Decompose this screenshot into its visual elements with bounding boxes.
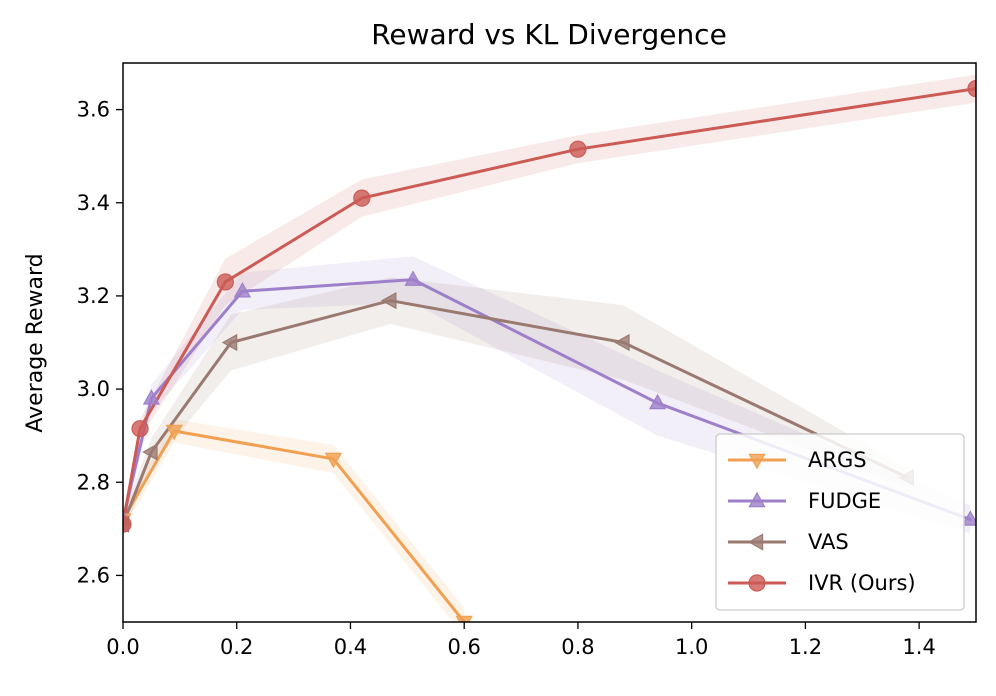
point-fudge bbox=[648, 393, 667, 410]
point-ivr-ours bbox=[967, 80, 976, 98]
x-tick-label: 0.8 bbox=[561, 635, 594, 659]
legend-box bbox=[715, 433, 965, 611]
band-vas bbox=[123, 277, 908, 534]
point-ivr-ours bbox=[123, 515, 132, 533]
point-vas bbox=[381, 291, 397, 310]
x-tick-label: 1.4 bbox=[902, 635, 935, 659]
point-ivr-ours bbox=[216, 273, 234, 291]
legend-label-vas: VAS bbox=[808, 530, 849, 554]
point-fudge bbox=[404, 270, 422, 286]
y-tick-label: 2.6 bbox=[77, 563, 110, 587]
legend-label-args: ARGS bbox=[808, 448, 867, 472]
legend-label-ivr-ours: IVR (Ours) bbox=[808, 571, 916, 595]
point-vas bbox=[221, 333, 238, 352]
point-ivr-ours bbox=[131, 420, 149, 438]
band-args bbox=[123, 419, 465, 622]
y-tick-label: 3.2 bbox=[77, 284, 110, 308]
chart-title: Reward vs KL Divergence bbox=[371, 18, 727, 51]
legend: ARGS FUDGE VAS IVR (Ours) bbox=[715, 433, 965, 611]
legend-marker-ivr-ours bbox=[748, 574, 766, 592]
point-fudge bbox=[233, 282, 252, 298]
point-ivr-ours bbox=[569, 140, 587, 158]
y-tick-label: 3.6 bbox=[77, 98, 110, 122]
x-tick-label: 0.4 bbox=[334, 635, 367, 659]
line-args bbox=[123, 429, 466, 622]
point-vas bbox=[142, 443, 158, 461]
band-ivr-ours bbox=[123, 74, 976, 534]
y-tick-label: 3.0 bbox=[77, 377, 110, 401]
legend-marker-vas bbox=[747, 533, 764, 551]
x-tick-label: 0.6 bbox=[447, 635, 480, 659]
x-tick-label: 1.0 bbox=[675, 635, 708, 659]
line-vas bbox=[123, 299, 910, 526]
x-tick-label: 0.2 bbox=[220, 635, 253, 659]
series-lines bbox=[123, 87, 976, 622]
x-tick-label: 0.0 bbox=[106, 635, 139, 659]
y-tick-label: 2.8 bbox=[77, 470, 110, 494]
point-args bbox=[165, 424, 183, 441]
point-fudge bbox=[142, 389, 161, 405]
point-args bbox=[324, 452, 343, 469]
legend-marker-args bbox=[748, 453, 766, 470]
plot-frame bbox=[122, 62, 977, 623]
point-vas bbox=[614, 333, 630, 352]
legend-marker-fudge bbox=[748, 491, 766, 508]
x-tick-label: 1.2 bbox=[789, 635, 822, 659]
y-axis-ticks: 2.6 2.8 3.0 3.2 3.4 3.6 bbox=[77, 98, 123, 587]
point-ivr-ours bbox=[353, 189, 371, 207]
x-axis-ticks: 0.0 0.2 0.4 0.6 0.8 1.0 1.2 1.4 bbox=[106, 622, 936, 659]
point-fudge bbox=[961, 510, 976, 526]
point-args bbox=[455, 615, 473, 622]
line-ivr-ours bbox=[123, 87, 976, 526]
y-tick-label: 3.4 bbox=[77, 191, 110, 215]
y-axis-label: Average Reward bbox=[23, 253, 48, 432]
legend-label-fudge: FUDGE bbox=[808, 489, 881, 513]
